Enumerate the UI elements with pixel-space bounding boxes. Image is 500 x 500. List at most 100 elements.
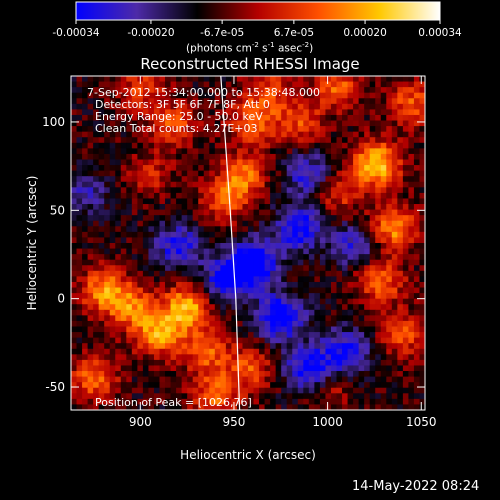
heatmap-cell [165, 231, 171, 238]
heatmap-cell [181, 142, 188, 149]
heatmap-cell [214, 404, 221, 410]
heatmap-cell [386, 204, 393, 210]
heatmap-cell [259, 354, 265, 361]
heatmap-cell [236, 298, 243, 305]
heatmap-cell [286, 348, 293, 355]
heatmap-cell [336, 337, 343, 344]
heatmap-cell [342, 293, 348, 300]
heatmap-cell [397, 287, 404, 294]
heatmap-cell [115, 270, 122, 277]
heatmap-cell [104, 265, 111, 272]
heatmap-cell [347, 320, 354, 327]
heatmap-cell [353, 215, 360, 222]
heatmap-cell [369, 287, 376, 294]
heatmap-cell [325, 153, 332, 160]
heatmap-cell [214, 326, 221, 333]
heatmap-cell [104, 276, 111, 283]
heatmap-cell [319, 137, 326, 144]
heatmap-cell [220, 359, 227, 366]
heatmap-cell [248, 304, 254, 311]
heatmap-cell [286, 382, 293, 389]
heatmap-cell [231, 254, 238, 261]
heatmap-cell [176, 376, 183, 383]
heatmap-cell [342, 382, 348, 389]
heatmap-cell [76, 148, 83, 155]
heatmap-cell [297, 371, 304, 377]
heatmap-cell [275, 354, 282, 361]
heatmap-cell [131, 137, 138, 144]
heatmap-cell [325, 81, 332, 88]
heatmap-cell [369, 365, 376, 372]
heatmap-cell [253, 365, 260, 372]
heatmap-cell [231, 109, 238, 116]
heatmap-cell [231, 315, 238, 322]
heatmap-cell [270, 98, 277, 105]
heatmap-cell [131, 204, 138, 210]
heatmap-cell [330, 181, 337, 188]
heatmap-cell [231, 159, 238, 166]
heatmap-cell [286, 76, 293, 82]
heatmap-cell [264, 120, 271, 127]
heatmap-cell [248, 170, 254, 177]
heatmap-cell [192, 354, 199, 361]
heatmap-cell [236, 92, 243, 99]
heatmap-cell [231, 120, 238, 127]
heatmap-cell [126, 293, 133, 300]
heatmap-cell [209, 81, 216, 88]
heatmap-cell [391, 181, 398, 188]
heatmap-cell [297, 187, 304, 194]
heatmap-cell [308, 137, 315, 144]
heatmap-cell [126, 254, 133, 261]
heatmap-cell [115, 148, 122, 155]
heatmap-cell [270, 109, 277, 116]
heatmap-cell [264, 304, 271, 311]
heatmap-cell [159, 332, 166, 339]
heatmap-cell [231, 192, 238, 199]
heatmap-cell [71, 365, 77, 372]
heatmap-cell [71, 198, 77, 205]
heatmap-cell [259, 365, 265, 372]
heatmap-cell [353, 131, 360, 138]
heatmap-cell [93, 170, 100, 177]
heatmap-cell [391, 371, 398, 377]
heatmap-cell [170, 382, 177, 389]
heatmap-cell [286, 209, 293, 216]
heatmap-cell [176, 281, 183, 288]
heatmap-cell [87, 398, 94, 405]
heatmap-cell [325, 114, 332, 121]
colorbar-tick-label: 6.7e-05 [274, 27, 314, 39]
heatmap-cell [391, 265, 398, 272]
heatmap-cell [297, 142, 304, 149]
heatmap-cell [181, 170, 188, 177]
heatmap-cell [153, 387, 160, 394]
heatmap-cell [98, 98, 105, 105]
heatmap-cell [198, 348, 205, 355]
heatmap-cell [342, 281, 348, 288]
heatmap-cell [76, 393, 83, 400]
heatmap-cell [259, 243, 265, 249]
heatmap-cell [353, 309, 360, 316]
heatmap-cell [165, 298, 171, 305]
heatmap-cell [419, 237, 425, 244]
heatmap-cell [115, 170, 122, 177]
heatmap-cell [115, 142, 122, 149]
heatmap-cell [336, 320, 343, 327]
heatmap-cell [297, 92, 304, 99]
heatmap-cell [209, 371, 216, 377]
heatmap-cell [176, 170, 183, 177]
heatmap-cell [264, 76, 271, 82]
heatmap-cell [314, 237, 321, 244]
heatmap-cell [98, 81, 105, 88]
heatmap-cell [120, 181, 127, 188]
heatmap-cell [413, 382, 420, 389]
heatmap-cell [181, 332, 188, 339]
heatmap-cell [419, 226, 425, 233]
heatmap-cell [76, 398, 83, 405]
heatmap-cell [87, 393, 94, 400]
heatmap-cell [225, 337, 232, 344]
heatmap-cell [82, 159, 88, 166]
heatmap-cell [358, 365, 365, 372]
heatmap-cell [286, 326, 293, 333]
heatmap-cell [297, 109, 304, 116]
heatmap-cell [71, 181, 77, 188]
